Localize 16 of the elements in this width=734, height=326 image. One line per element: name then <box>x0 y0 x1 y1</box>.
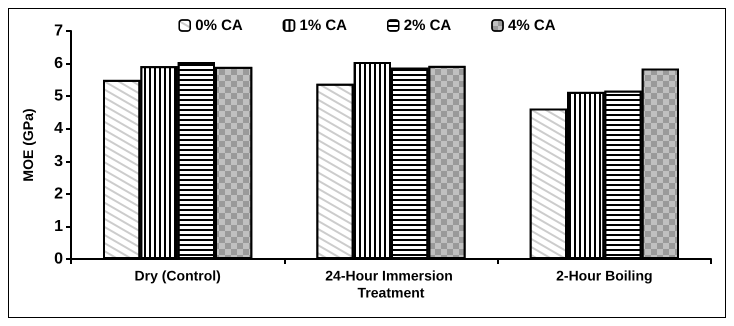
legend-label: 2% CA <box>404 17 452 34</box>
y-tick-label: 7 <box>54 22 64 40</box>
y-tick-label: 0 <box>54 250 64 268</box>
y-tick-label: 2 <box>54 185 64 202</box>
y-tick-label: 4 <box>54 120 64 138</box>
y-tick-label: 5 <box>54 88 64 105</box>
y-tick-label: 3 <box>54 152 64 170</box>
y-tick-label: 1 <box>54 218 64 235</box>
legend-label: 4% CA <box>508 17 556 34</box>
y-tick-label: 6 <box>54 55 64 72</box>
x-tick-label: 24-Hour Immersion Treatment <box>325 268 457 300</box>
x-tick-label: 2-Hour Boiling <box>556 268 653 284</box>
x-tick-label: Dry (Control) <box>134 268 221 284</box>
y-axis-title: MOE (GPa) <box>20 108 36 182</box>
legend-label: 0% CA <box>195 17 243 34</box>
legend-label: 1% CA <box>299 17 348 34</box>
